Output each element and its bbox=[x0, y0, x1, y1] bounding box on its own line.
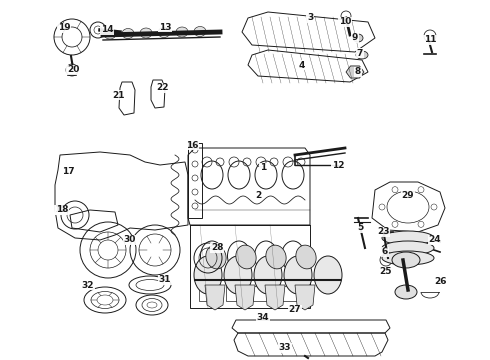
Ellipse shape bbox=[140, 28, 152, 38]
Text: 16: 16 bbox=[186, 140, 198, 149]
Bar bbox=[253, 286, 273, 301]
Polygon shape bbox=[265, 285, 285, 310]
Text: 6: 6 bbox=[382, 248, 388, 256]
Text: 32: 32 bbox=[82, 280, 94, 289]
Ellipse shape bbox=[382, 241, 434, 255]
Bar bbox=[280, 286, 300, 301]
Text: 31: 31 bbox=[159, 275, 171, 284]
Text: 20: 20 bbox=[67, 66, 79, 75]
Text: 15: 15 bbox=[54, 206, 66, 215]
Text: 24: 24 bbox=[429, 235, 441, 244]
Text: 21: 21 bbox=[112, 90, 124, 99]
Ellipse shape bbox=[176, 27, 188, 37]
Ellipse shape bbox=[382, 231, 434, 245]
Ellipse shape bbox=[395, 285, 417, 299]
Ellipse shape bbox=[284, 256, 312, 294]
Text: 29: 29 bbox=[402, 190, 415, 199]
Bar bbox=[226, 286, 246, 301]
Text: 19: 19 bbox=[58, 23, 70, 32]
Text: 33: 33 bbox=[279, 343, 291, 352]
Text: 26: 26 bbox=[434, 278, 446, 287]
Text: 3: 3 bbox=[307, 13, 313, 22]
Ellipse shape bbox=[122, 28, 134, 39]
Ellipse shape bbox=[236, 245, 256, 269]
Text: 34: 34 bbox=[257, 314, 270, 323]
Text: 25: 25 bbox=[379, 267, 391, 276]
Text: 1: 1 bbox=[260, 163, 266, 172]
Text: 27: 27 bbox=[289, 306, 301, 315]
Text: 22: 22 bbox=[156, 84, 168, 93]
Text: 2: 2 bbox=[255, 190, 261, 199]
Ellipse shape bbox=[296, 245, 316, 269]
Polygon shape bbox=[205, 285, 225, 310]
Bar bbox=[188, 143, 202, 218]
Ellipse shape bbox=[382, 251, 434, 265]
Ellipse shape bbox=[104, 29, 116, 39]
Text: 7: 7 bbox=[357, 49, 363, 58]
Text: 30: 30 bbox=[124, 235, 136, 244]
Ellipse shape bbox=[158, 27, 170, 37]
Text: 9: 9 bbox=[352, 33, 358, 42]
Ellipse shape bbox=[266, 245, 286, 269]
Text: 10: 10 bbox=[339, 18, 351, 27]
Text: 11: 11 bbox=[424, 36, 436, 45]
Ellipse shape bbox=[314, 256, 342, 294]
Text: 12: 12 bbox=[332, 161, 344, 170]
Ellipse shape bbox=[353, 34, 363, 42]
Text: 28: 28 bbox=[211, 243, 223, 252]
Text: 4: 4 bbox=[299, 60, 305, 69]
Ellipse shape bbox=[194, 27, 206, 36]
Ellipse shape bbox=[194, 256, 222, 294]
Text: 18: 18 bbox=[56, 206, 68, 215]
Polygon shape bbox=[346, 66, 364, 78]
Text: 13: 13 bbox=[159, 22, 171, 31]
Text: 17: 17 bbox=[62, 167, 74, 176]
Text: 8: 8 bbox=[355, 68, 361, 77]
Ellipse shape bbox=[224, 256, 252, 294]
Ellipse shape bbox=[392, 252, 420, 268]
Polygon shape bbox=[295, 285, 315, 310]
Ellipse shape bbox=[254, 256, 282, 294]
Text: 14: 14 bbox=[100, 26, 113, 35]
Ellipse shape bbox=[356, 51, 368, 59]
Text: 23: 23 bbox=[377, 228, 389, 237]
Text: 5: 5 bbox=[357, 224, 363, 233]
Ellipse shape bbox=[206, 245, 226, 269]
Polygon shape bbox=[235, 285, 255, 310]
Bar bbox=[199, 286, 219, 301]
